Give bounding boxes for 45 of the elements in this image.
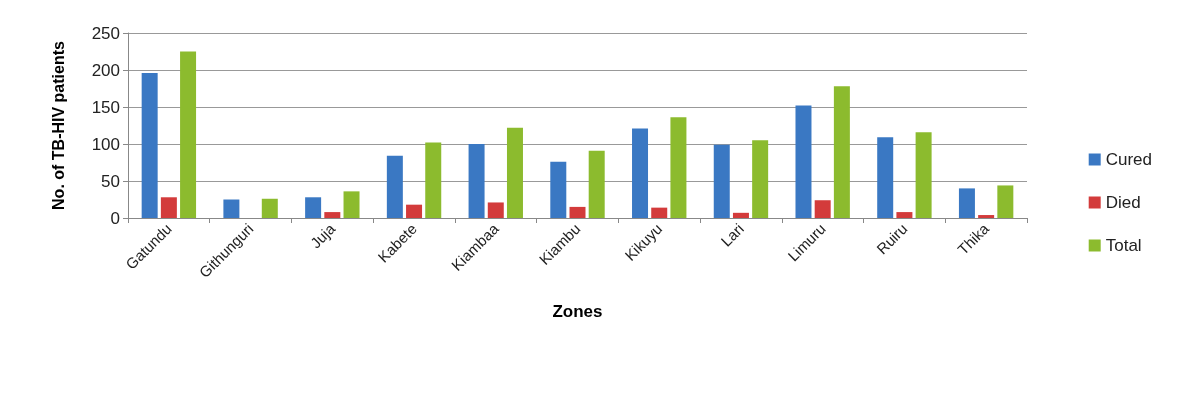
y-axis-title: No. of TB-HIV patients [49,40,67,210]
legend-label: Total [1105,236,1142,255]
x-tick-label: Juja [306,219,339,252]
bar [958,188,975,218]
bar [632,128,649,218]
bar [752,140,769,218]
bar [569,206,586,218]
y-tick-label: 200 [91,60,120,80]
bar [160,197,177,218]
bar [141,72,158,218]
bar [487,202,504,218]
bar [795,105,812,218]
bar [896,212,913,218]
bar [588,150,605,218]
x-tick-label: Lari [717,219,747,250]
bar [550,161,567,218]
bar [223,199,240,218]
bar [651,207,668,218]
bar [670,117,687,218]
y-tick-label: 250 [91,23,120,43]
bar [343,191,360,218]
bar [833,86,850,218]
y-tick-label: 0 [110,208,120,228]
bar [261,198,278,218]
legend-label: Died [1105,193,1141,212]
bar [324,212,341,218]
bar [180,51,197,218]
bar [506,127,523,218]
bar [713,144,730,218]
y-tick-label: 150 [91,97,120,117]
bar [425,142,442,218]
bar [305,197,322,218]
y-tick-label: 100 [91,134,120,154]
x-axis-title: Zones [552,302,603,321]
bar [915,132,932,218]
bar [877,137,894,218]
y-tick-label: 50 [101,171,120,191]
bar [386,155,403,218]
legend-label: Cured [1105,150,1153,169]
bar [814,200,831,218]
bar [732,212,749,218]
bar [978,215,995,218]
bar [406,204,423,218]
bar [468,144,485,218]
bar [997,185,1014,218]
